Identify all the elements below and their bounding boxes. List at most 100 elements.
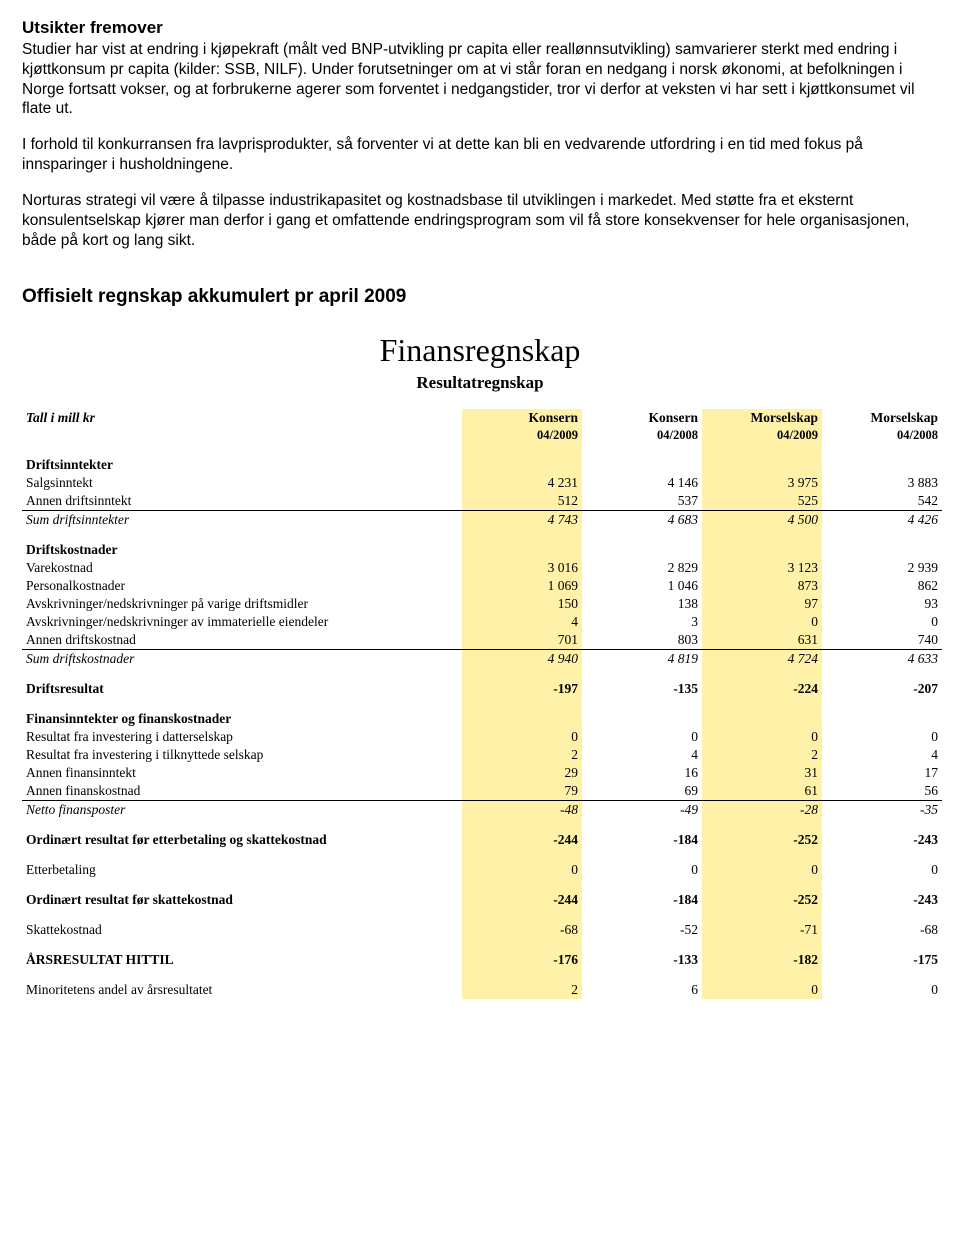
row-label: Avskrivninger/nedskrivninger av immateri… bbox=[22, 613, 462, 631]
row-value: 3 123 bbox=[702, 559, 822, 577]
table-cell bbox=[702, 529, 822, 541]
row-value: 4 940 bbox=[462, 650, 582, 669]
table-cell bbox=[702, 710, 822, 728]
row-value: -48 bbox=[462, 801, 582, 820]
row-value: 4 bbox=[462, 613, 582, 631]
table-cell bbox=[582, 909, 702, 921]
table-cell bbox=[822, 456, 942, 474]
row-label: Resultat fra investering i tilknyttede s… bbox=[22, 746, 462, 764]
table-row: Finansinntekter og finanskostnader bbox=[22, 710, 942, 728]
table-cell bbox=[702, 541, 822, 559]
row-label: Salgsinntekt bbox=[22, 474, 462, 492]
row-value: 512 bbox=[462, 492, 582, 511]
table-row: Driftsresultat-197-135-224-207 bbox=[22, 680, 942, 698]
table-row: Ordinært resultat før etterbetaling og s… bbox=[22, 831, 942, 849]
row-value: -182 bbox=[702, 951, 822, 969]
row-value: 61 bbox=[702, 782, 822, 801]
table-cell bbox=[22, 698, 462, 710]
table-cell bbox=[462, 444, 582, 456]
table-cell bbox=[702, 909, 822, 921]
table-cell bbox=[582, 819, 702, 831]
table-spacer bbox=[22, 849, 942, 861]
table-cell bbox=[582, 939, 702, 951]
table-spacer bbox=[22, 909, 942, 921]
row-value: 1 046 bbox=[582, 577, 702, 595]
row-label: Personalkostnader bbox=[22, 577, 462, 595]
row-value: 873 bbox=[702, 577, 822, 595]
table-row: Etterbetaling0000 bbox=[22, 861, 942, 879]
table-cell bbox=[22, 819, 462, 831]
row-value: 525 bbox=[702, 492, 822, 511]
section-heading: Utsikter fremover bbox=[22, 18, 938, 38]
row-label: Skattekostnad bbox=[22, 921, 462, 939]
row-value: 0 bbox=[702, 728, 822, 746]
table-cell bbox=[702, 698, 822, 710]
row-value: -184 bbox=[582, 831, 702, 849]
row-value: -252 bbox=[702, 831, 822, 849]
table-cell bbox=[22, 939, 462, 951]
table-row: Sum driftsinntekter4 7434 6834 5004 426 bbox=[22, 511, 942, 530]
table-cell bbox=[462, 879, 582, 891]
table-cell bbox=[462, 849, 582, 861]
row-value: 97 bbox=[702, 595, 822, 613]
row-label: Annen finanskostnad bbox=[22, 782, 462, 801]
table-row: Resultat fra investering i tilknyttede s… bbox=[22, 746, 942, 764]
table-header-row-2: 04/200904/200804/200904/2008 bbox=[22, 427, 942, 444]
row-value: -35 bbox=[822, 801, 942, 820]
row-value: 0 bbox=[702, 981, 822, 999]
table-cell bbox=[822, 969, 942, 981]
table-cell bbox=[702, 879, 822, 891]
row-value: 138 bbox=[582, 595, 702, 613]
table-spacer bbox=[22, 668, 942, 680]
row-value: 2 bbox=[702, 746, 822, 764]
row-value: 79 bbox=[462, 782, 582, 801]
table-cell bbox=[462, 668, 582, 680]
table-cell bbox=[582, 541, 702, 559]
table-cell bbox=[582, 529, 702, 541]
table-cell bbox=[822, 698, 942, 710]
row-value: 4 819 bbox=[582, 650, 702, 669]
report-heading: Offisielt regnskap akkumulert pr april 2… bbox=[22, 286, 938, 308]
row-value: -28 bbox=[702, 801, 822, 820]
table-cell bbox=[462, 541, 582, 559]
row-value: 4 683 bbox=[582, 511, 702, 530]
row-label: Resultat fra investering i datterselskap bbox=[22, 728, 462, 746]
table-cell bbox=[582, 698, 702, 710]
table-cell bbox=[462, 819, 582, 831]
table-spacer bbox=[22, 698, 942, 710]
table-cell bbox=[702, 939, 822, 951]
row-value: 0 bbox=[702, 861, 822, 879]
row-value: -68 bbox=[462, 921, 582, 939]
table-row: Avskrivninger/nedskrivninger på varige d… bbox=[22, 595, 942, 613]
table-cell bbox=[582, 444, 702, 456]
table-row: Minoritetens andel av årsresultatet2600 bbox=[22, 981, 942, 999]
row-value: 537 bbox=[582, 492, 702, 511]
table-cell bbox=[22, 879, 462, 891]
table-cell bbox=[582, 879, 702, 891]
table-cell bbox=[702, 456, 822, 474]
body-paragraph-1: Studier har vist at endring i kjøpekraft… bbox=[22, 40, 938, 119]
table-header-row: Tall i mill krKonsernKonsernMorselskapMo… bbox=[22, 409, 942, 427]
table-spacer bbox=[22, 969, 942, 981]
table-cell bbox=[22, 668, 462, 680]
row-label: Finansinntekter og finanskostnader bbox=[22, 710, 462, 728]
table-row: Annen finanskostnad79696156 bbox=[22, 782, 942, 801]
row-value: 3 016 bbox=[462, 559, 582, 577]
row-value: -224 bbox=[702, 680, 822, 698]
row-label: Ordinært resultat før skattekostnad bbox=[22, 891, 462, 909]
table-spacer bbox=[22, 939, 942, 951]
row-label: Annen finansinntekt bbox=[22, 764, 462, 782]
table-spacer bbox=[22, 444, 942, 456]
row-value: 29 bbox=[462, 764, 582, 782]
table-header-label: Tall i mill kr bbox=[22, 409, 462, 427]
table-cell bbox=[702, 444, 822, 456]
table-cell bbox=[462, 969, 582, 981]
table-cell bbox=[462, 698, 582, 710]
table-cell bbox=[22, 909, 462, 921]
table-row: Annen driftskostnad701803631740 bbox=[22, 631, 942, 650]
row-value: 0 bbox=[822, 728, 942, 746]
row-value: -135 bbox=[582, 680, 702, 698]
row-value: -244 bbox=[462, 831, 582, 849]
row-value: 1 069 bbox=[462, 577, 582, 595]
table-row: Salgsinntekt4 2314 1463 9753 883 bbox=[22, 474, 942, 492]
